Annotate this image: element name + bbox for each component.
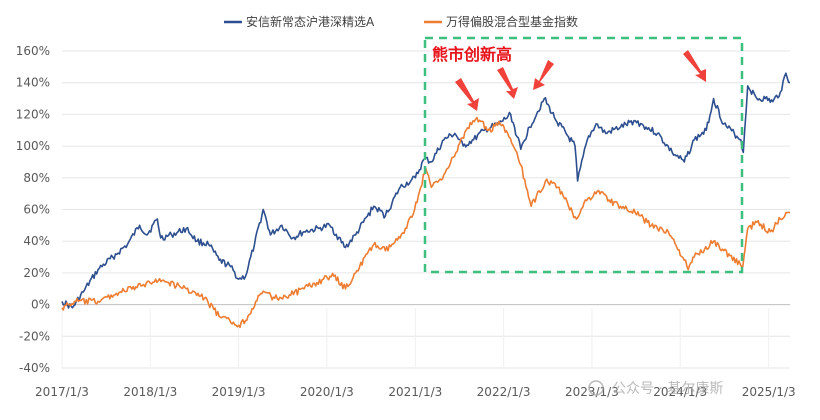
- legend: 安信新常态沪港深精选A 万得偏股混合型基金指数: [224, 14, 578, 29]
- wechat-icon: [588, 380, 604, 396]
- x-tick-label: 2022/1/3: [477, 385, 531, 399]
- annotation-arrows: [455, 50, 706, 111]
- y-tick-label: -20%: [19, 329, 50, 343]
- legend-label-series-1: 安信新常态沪港深精选A: [246, 14, 375, 29]
- arrow-3: [533, 60, 554, 90]
- highlight-box: [423, 36, 744, 274]
- y-tick-label: 100%: [16, 139, 50, 153]
- x-tick-label: 2025/1/3: [742, 385, 796, 399]
- x-tick-label: 2024/1/3: [653, 385, 707, 399]
- y-tick-label: 60%: [23, 203, 50, 217]
- y-axis-ticks: -40% -20% 0% 20% 40% 60% 80% 100% 120% 140% 160%: [16, 44, 50, 375]
- x-tick-label: 2018/1/3: [123, 385, 177, 399]
- y-tick-label: 20%: [23, 266, 50, 280]
- watermark-text: 公众号 · 基尔康斯: [612, 380, 723, 397]
- x-tick-label: 2021/1/3: [388, 385, 442, 399]
- y-tick-label: 40%: [23, 234, 50, 248]
- legend-label-series-2: 万得偏股混合型基金指数: [446, 14, 578, 29]
- x-tick-label: 2019/1/3: [212, 385, 266, 399]
- watermark: 公众号 · 基尔康斯: [588, 380, 723, 397]
- arrow-2: [497, 67, 518, 99]
- y-tick-label: 120%: [16, 107, 50, 121]
- x-tick-label: 2017/1/3: [35, 385, 89, 399]
- x-tick-label: 2020/1/3: [300, 385, 354, 399]
- y-tick-label: 80%: [23, 171, 50, 185]
- annotation-bear-market-high: 熊市创新高: [432, 45, 512, 64]
- y-tick-label: 160%: [16, 44, 50, 58]
- series-line-1: [61, 72, 791, 309]
- x-axis-ticks: 2017/1/3 2018/1/3 2019/1/3 2020/1/3 2021/1/3…: [35, 385, 796, 399]
- arrow-1: [455, 78, 479, 111]
- y-tick-label: 140%: [16, 76, 50, 90]
- y-tick-label: -40%: [19, 361, 50, 375]
- arrow-4: [683, 50, 706, 82]
- y-tick-label: 0%: [31, 298, 50, 312]
- x-tick-label: 2023/1/3: [565, 385, 619, 399]
